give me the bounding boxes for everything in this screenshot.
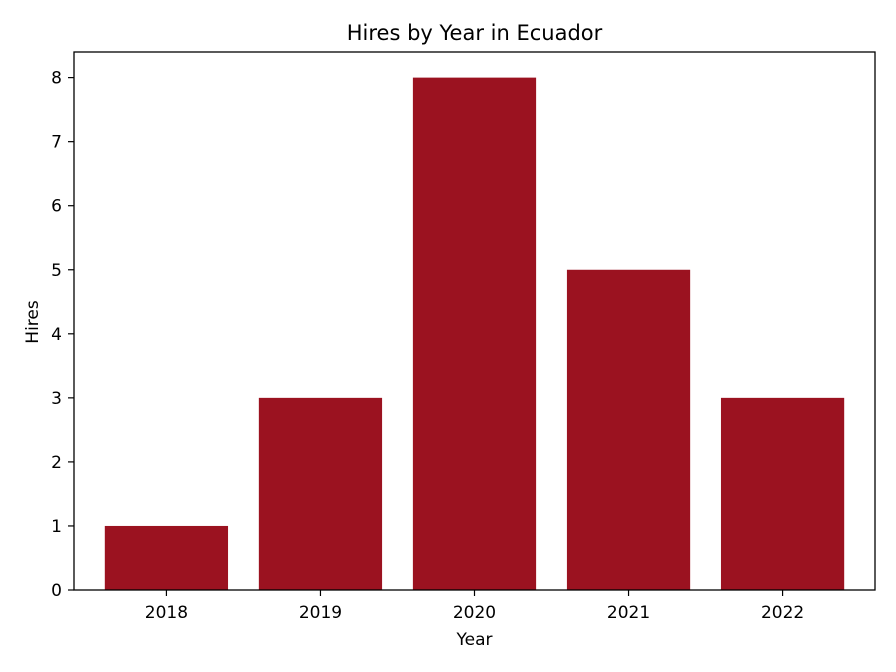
- y-tick-label-1: 1: [51, 517, 62, 537]
- x-tick-label-2019: 2019: [299, 603, 342, 623]
- x-axis-label: Year: [456, 630, 493, 650]
- y-tick-label-4: 4: [51, 325, 62, 345]
- y-tick-label-3: 3: [51, 389, 62, 409]
- bar-2022: [720, 397, 845, 590]
- y-tick-label-2: 2: [51, 453, 62, 473]
- y-tick-label-7: 7: [51, 133, 62, 153]
- bar-2019: [258, 397, 383, 590]
- x-tick-label-2020: 2020: [453, 603, 496, 623]
- bar-2020: [412, 77, 537, 591]
- y-tick-label-8: 8: [51, 69, 62, 89]
- x-tick-label-2018: 2018: [145, 603, 188, 623]
- chart-title: Hires by Year in Ecuador: [347, 21, 603, 45]
- bar-2018: [104, 525, 229, 590]
- x-tick-label-2022: 2022: [761, 603, 804, 623]
- y-tick-label-6: 6: [51, 197, 62, 217]
- y-tick-label-0: 0: [51, 581, 62, 601]
- bar-2021: [566, 269, 691, 590]
- x-tick-label-2021: 2021: [607, 603, 650, 623]
- y-tick-label-5: 5: [51, 261, 62, 281]
- y-axis-label: Hires: [23, 300, 43, 344]
- plot-area: 2018 2019 2020 2021 2022 0 1 2 3 4 5 6 7 8: [51, 51, 876, 623]
